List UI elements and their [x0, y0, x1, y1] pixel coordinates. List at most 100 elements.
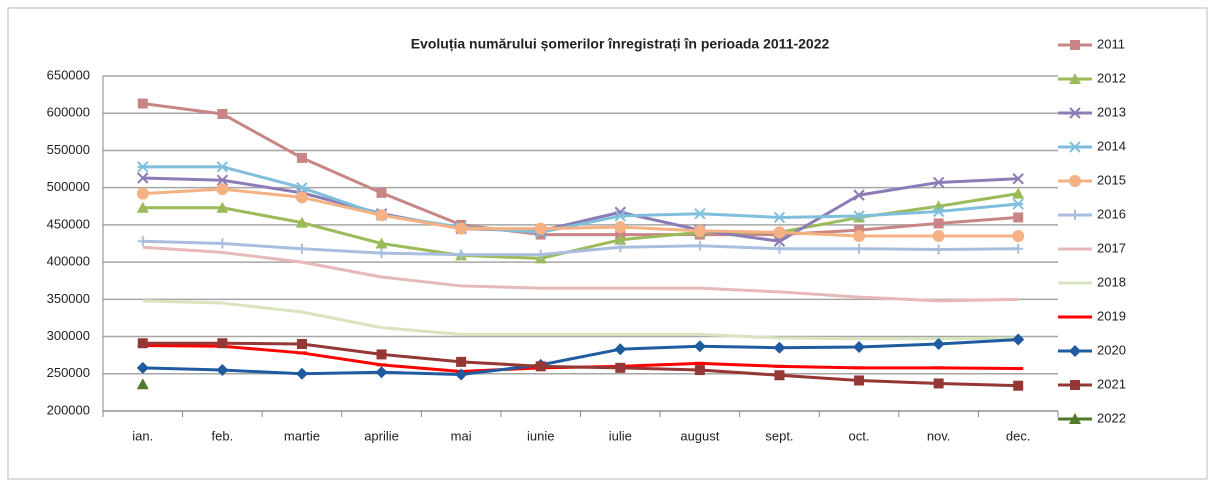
series-2018 — [142, 299, 1019, 341]
series-line — [142, 176, 1019, 243]
marker — [1069, 345, 1081, 357]
marker — [216, 183, 229, 196]
marker — [933, 378, 944, 389]
series-2022 — [136, 378, 149, 390]
marker — [296, 152, 307, 163]
marker — [376, 248, 387, 259]
marker — [693, 224, 706, 237]
series-line — [142, 338, 1019, 377]
x-tick-label: oct. — [849, 428, 870, 443]
marker — [1012, 198, 1024, 210]
legend-label: 2013 — [1097, 104, 1126, 119]
marker — [295, 191, 308, 204]
marker — [295, 367, 308, 380]
marker — [1069, 413, 1081, 424]
y-tick-label: 200000 — [47, 402, 90, 417]
marker — [614, 210, 626, 222]
marker — [456, 356, 467, 367]
marker — [296, 339, 307, 349]
marker — [932, 205, 945, 218]
marker — [614, 343, 627, 356]
marker — [217, 238, 228, 249]
series-line — [142, 299, 1019, 341]
marker — [774, 370, 785, 381]
x-tick-label: feb. — [212, 428, 234, 443]
marker — [217, 108, 228, 119]
marker — [615, 362, 626, 373]
marker — [137, 161, 149, 173]
marker — [1070, 380, 1080, 390]
marker — [216, 201, 229, 213]
marker — [853, 340, 866, 353]
x-tick-label: august — [680, 428, 719, 443]
x-tick-label: iulie — [609, 428, 632, 443]
x-tick-label: iunie — [527, 428, 554, 443]
marker — [773, 226, 786, 239]
x-tick-label: martie — [284, 428, 320, 443]
marker — [694, 240, 705, 251]
marker — [216, 161, 229, 173]
marker — [1070, 210, 1080, 220]
marker — [455, 368, 468, 381]
y-tick-label: 600000 — [47, 105, 90, 120]
marker — [853, 230, 866, 243]
y-tick-label: 250000 — [47, 365, 90, 380]
legend-label: 2022 — [1097, 410, 1126, 425]
marker — [1069, 141, 1081, 153]
legend-label: 2011 — [1097, 36, 1125, 51]
marker — [296, 181, 308, 194]
marker — [774, 243, 785, 254]
marker — [375, 366, 388, 379]
marker — [217, 338, 228, 349]
x-tick-label: aprilie — [364, 428, 399, 443]
marker — [136, 378, 149, 390]
marker — [932, 338, 945, 350]
marker — [137, 236, 148, 247]
marker — [136, 187, 149, 200]
chart-title: Evoluția numărului șomerilor înregistraț… — [411, 36, 830, 52]
x-tick-label: mai — [451, 428, 472, 443]
x-tick-label: sept. — [765, 428, 793, 443]
y-tick-label: 450000 — [47, 216, 90, 231]
marker — [375, 237, 388, 249]
legend-label: 2016 — [1097, 206, 1126, 221]
marker — [295, 216, 308, 228]
marker — [296, 243, 307, 254]
x-tick-label: nov. — [927, 428, 951, 443]
y-tick-label: 500000 — [47, 179, 90, 194]
legend-label: 2014 — [1097, 138, 1126, 153]
legend-label: 2017 — [1097, 240, 1126, 255]
marker — [137, 172, 149, 184]
marker — [456, 249, 467, 260]
marker — [1012, 230, 1025, 243]
marker — [1013, 243, 1024, 254]
legend-label: 2015 — [1097, 172, 1126, 187]
marker — [693, 340, 706, 353]
marker — [534, 222, 547, 235]
marker — [376, 349, 387, 360]
marker — [694, 208, 706, 220]
legend-label: 2021 — [1097, 376, 1126, 391]
legend-label: 2012 — [1097, 70, 1126, 85]
x-tick-label: dec. — [1006, 428, 1031, 443]
marker — [1013, 380, 1024, 391]
series-line — [142, 245, 1019, 303]
legend-label: 2020 — [1097, 342, 1126, 357]
marker — [694, 365, 705, 376]
marker — [1069, 107, 1081, 119]
series-line — [142, 239, 1019, 257]
marker — [1069, 175, 1081, 187]
x-tick-label: ian. — [132, 428, 153, 443]
series-2015 — [136, 183, 1025, 243]
y-tick-label: 350000 — [47, 291, 90, 306]
marker — [455, 222, 468, 235]
marker — [1012, 187, 1025, 199]
series-line — [142, 341, 1019, 388]
series-line — [142, 165, 1019, 234]
series-line — [142, 102, 1019, 237]
marker — [136, 361, 149, 374]
marker — [773, 235, 786, 247]
series-2017 — [142, 245, 1019, 303]
marker — [535, 249, 546, 260]
marker — [614, 221, 627, 234]
